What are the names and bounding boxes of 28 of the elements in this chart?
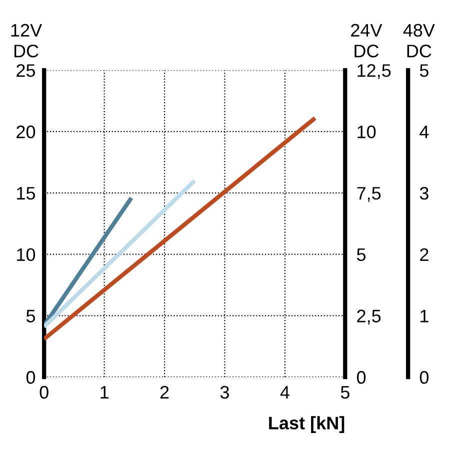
y3-tick-label: 0 <box>420 371 429 384</box>
y2-tick-label: 7,5 <box>357 187 381 202</box>
y2-tick-label: 10 <box>358 126 376 138</box>
x-tick-label: 0 <box>40 386 48 399</box>
y-tick-label: 20 <box>16 126 36 138</box>
y3-axis-title: 48V DC <box>403 24 435 58</box>
y-tick-label: 25 <box>16 64 36 77</box>
y3-tick-label: 1 <box>420 310 428 322</box>
x-tick-label: 1 <box>100 386 108 399</box>
x-tick-label: 2 <box>160 386 169 399</box>
y2-tick-label: 12,5 <box>358 64 391 80</box>
y-tick-label: 15 <box>17 187 36 200</box>
x-tick-label: 4 <box>280 386 290 399</box>
y2-tick-label: 0 <box>356 371 366 384</box>
y-tick-label: 5 <box>26 310 36 322</box>
x-tick-label: 5 <box>340 386 350 399</box>
y-axis-title: 12V DC <box>11 24 42 58</box>
y2-tick-label: 5 <box>356 248 366 262</box>
y2-axis-title: 24V DC <box>351 24 382 58</box>
y3-tick-label: 4 <box>420 126 429 138</box>
y2-tick-label: 2,5 <box>357 310 381 325</box>
y-tick-label: 0 <box>26 371 36 384</box>
y3-tick-label: 3 <box>420 186 428 200</box>
x-tick-label: 3 <box>220 386 229 399</box>
y3-tick-label: 5 <box>420 64 428 77</box>
y-tick-label: 10 <box>17 248 36 262</box>
x-axis-title: Last [kN] <box>269 416 344 433</box>
y3-tick-label: 2 <box>420 248 428 261</box>
